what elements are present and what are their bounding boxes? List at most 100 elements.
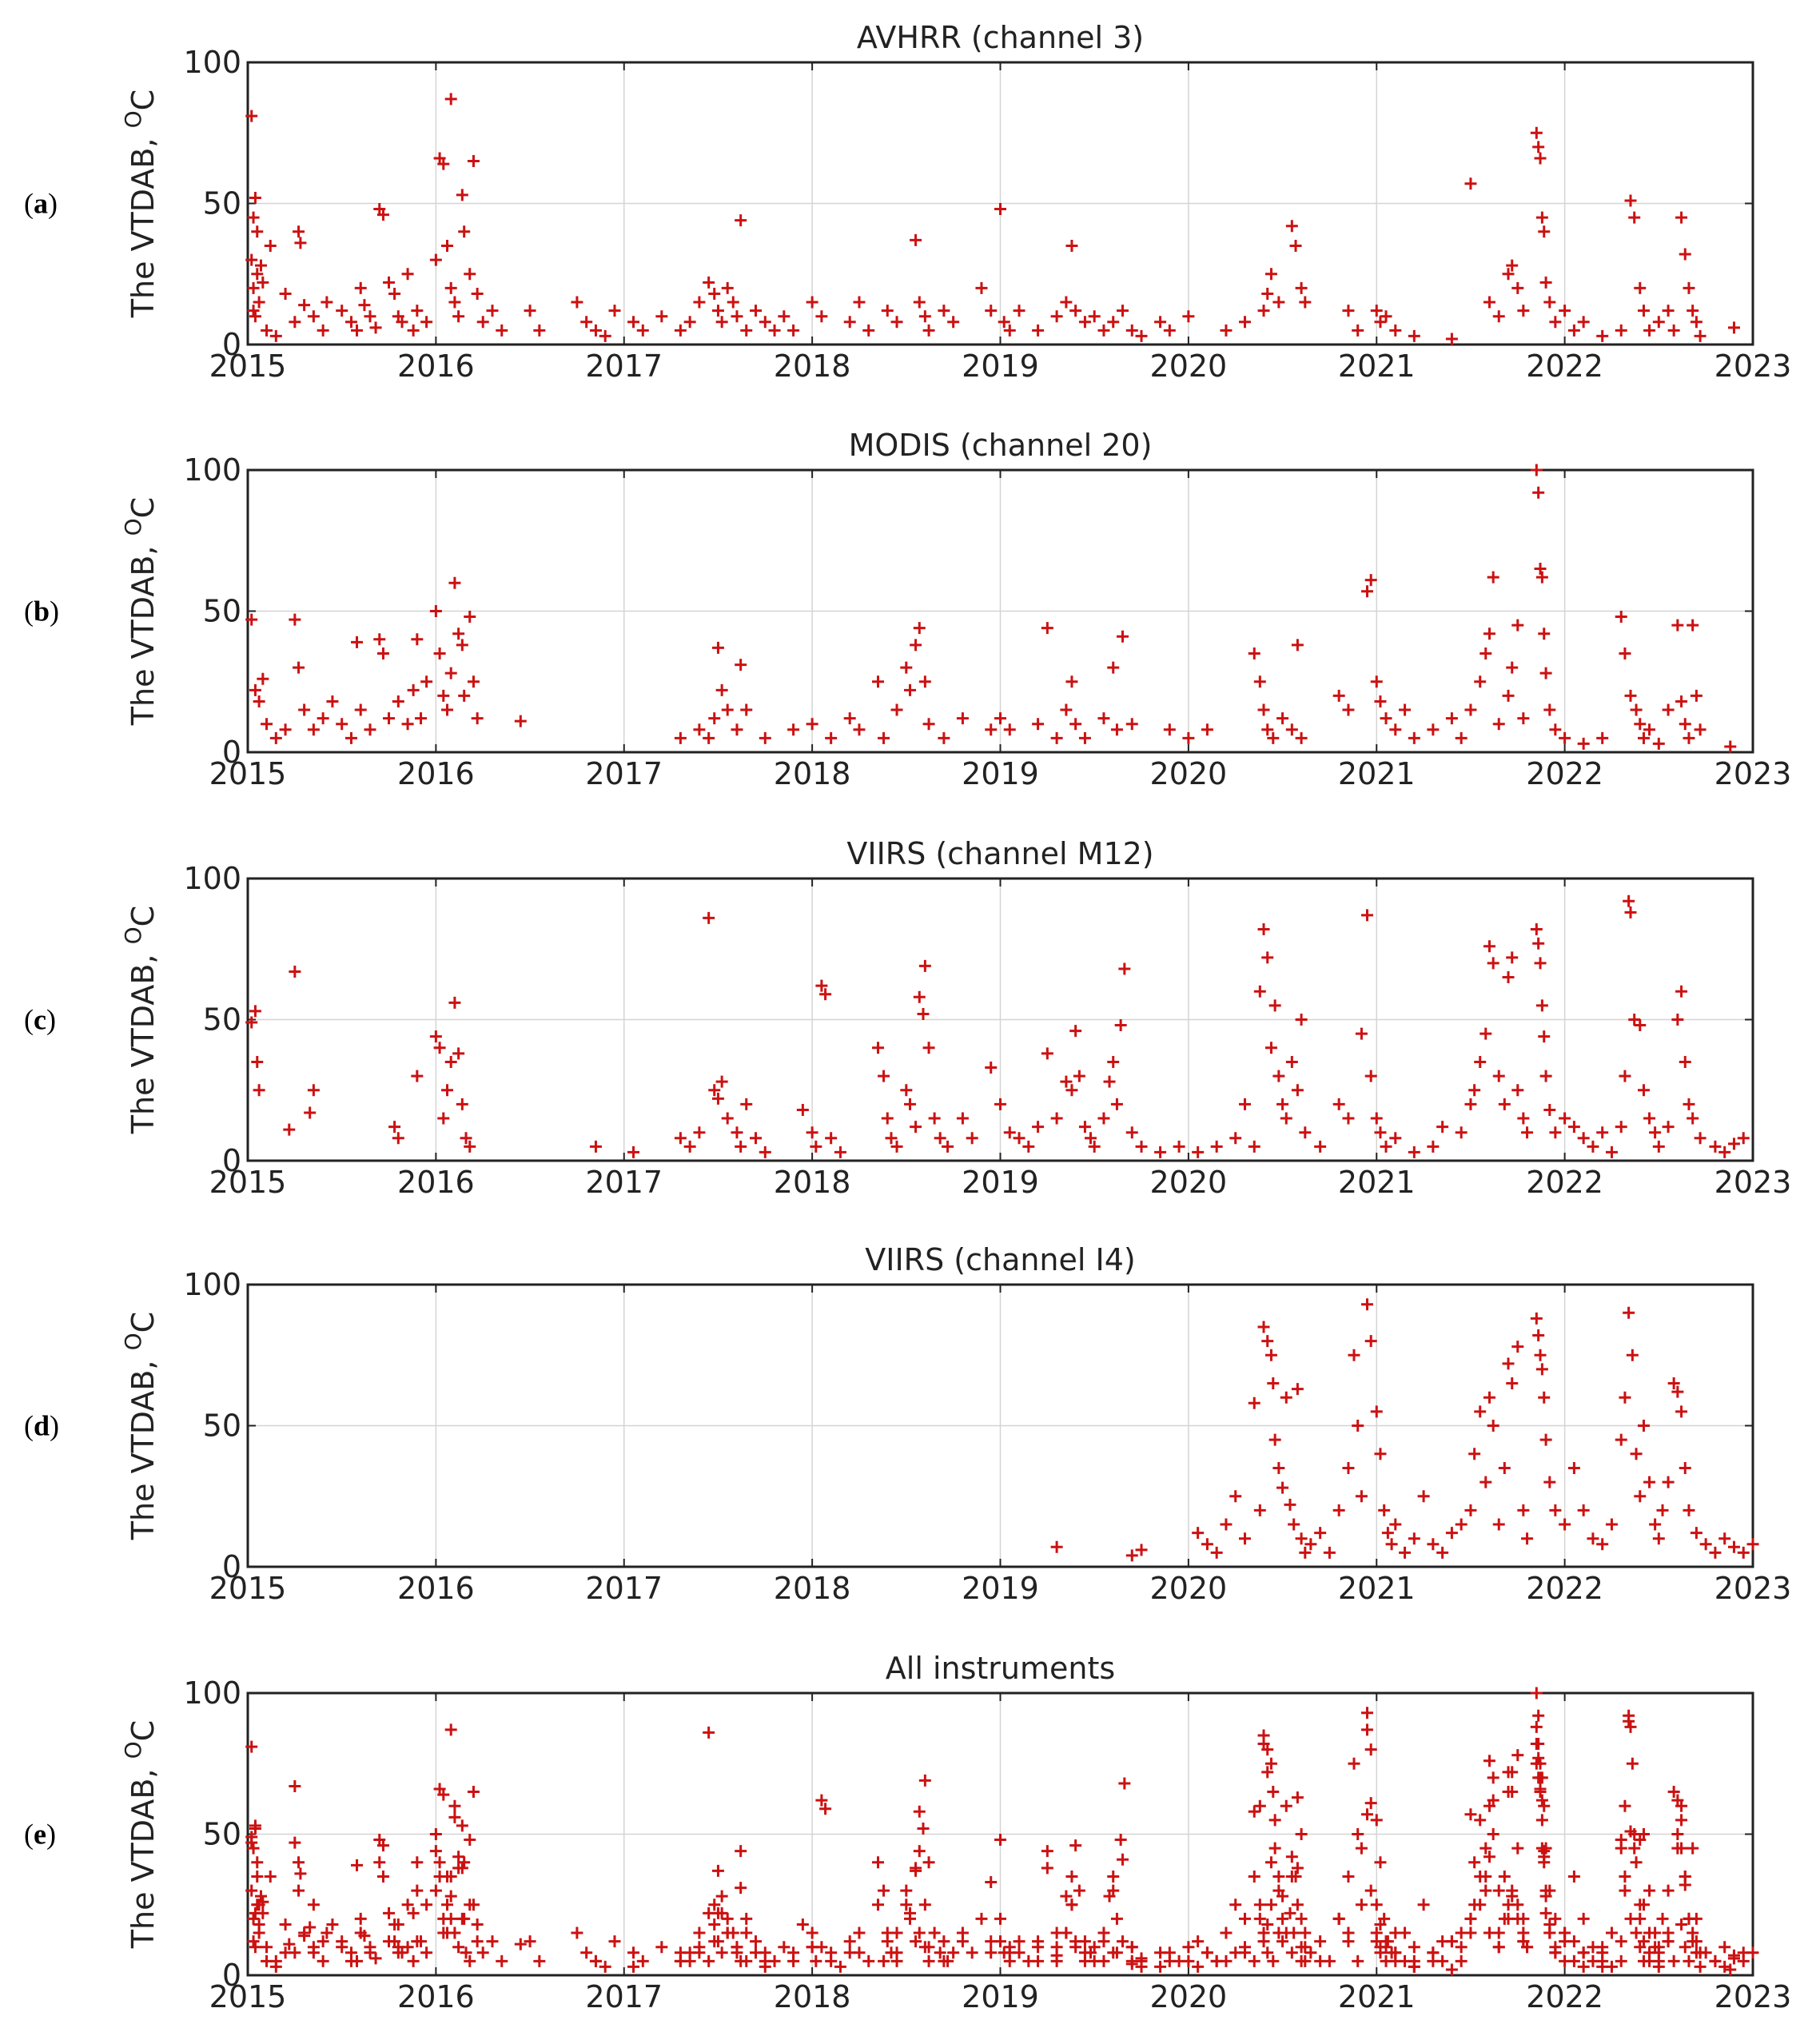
data-point: [1173, 1140, 1185, 1153]
data-point: [1385, 1538, 1398, 1551]
data-point: [1634, 1912, 1647, 1925]
y-axis-label: The VTDAB, OC: [120, 906, 161, 1134]
data-point: [1125, 1941, 1138, 1954]
data-point: [1073, 1884, 1085, 1897]
data-point: [693, 1941, 706, 1954]
data-point: [1521, 1126, 1534, 1139]
data-point: [1370, 1405, 1383, 1418]
data-point: [934, 1132, 946, 1145]
data-point: [806, 1926, 818, 1939]
data-point: [1532, 1738, 1545, 1751]
data-point: [444, 93, 457, 106]
data-point: [1116, 1853, 1129, 1866]
data-point: [1332, 1912, 1345, 1925]
data-point: [985, 723, 998, 736]
data-point: [885, 1946, 898, 1959]
data-point: [1267, 1954, 1280, 1967]
data-point: [1464, 177, 1477, 190]
data-point: [1746, 1538, 1759, 1551]
x-tick-label: 2015: [209, 1979, 287, 2014]
data-point: [444, 1890, 457, 1903]
data-point: [1003, 1126, 1016, 1139]
data-point: [1652, 737, 1665, 750]
data-point: [938, 1935, 950, 1948]
data-point: [289, 613, 301, 626]
data-points: [1050, 1298, 1759, 1562]
data-point: [1624, 1720, 1637, 1733]
data-point: [1737, 1546, 1750, 1559]
data-point: [985, 305, 998, 317]
data-point: [420, 316, 433, 329]
data-point: [1380, 1140, 1392, 1153]
data-point: [589, 1140, 602, 1153]
data-point: [1662, 703, 1675, 716]
data-point: [298, 1926, 311, 1939]
panel-label-open: (: [24, 1410, 34, 1442]
data-point: [834, 1960, 846, 1973]
data-point: [1675, 1405, 1688, 1418]
data-point: [1643, 324, 1656, 337]
data-point: [1671, 1794, 1684, 1807]
panel-title: All instruments: [886, 1651, 1115, 1686]
data-point: [1417, 1490, 1430, 1503]
data-point: [351, 1859, 364, 1871]
data-point: [1268, 999, 1281, 1012]
data-point: [1587, 1532, 1599, 1545]
data-point: [1694, 329, 1706, 342]
data-point: [1455, 1954, 1468, 1967]
data-point: [307, 310, 320, 323]
data-point: [1389, 1926, 1402, 1939]
data-point: [369, 321, 382, 334]
data-point: [448, 1811, 461, 1823]
data-point: [853, 723, 866, 736]
data-point: [759, 1960, 771, 1973]
data-point: [715, 1946, 728, 1959]
data-point: [1284, 1907, 1296, 1919]
panel-label-close: ): [46, 1819, 56, 1851]
data-point: [599, 329, 611, 342]
data-point: [1605, 1960, 1618, 1973]
data-point: [806, 718, 818, 731]
data-point: [1619, 1799, 1631, 1812]
data-point: [1559, 731, 1571, 744]
data-point: [1264, 1042, 1277, 1054]
data-point: [1229, 1899, 1242, 1911]
data-point: [1634, 1899, 1647, 1911]
data-point: [918, 1774, 931, 1787]
panel-label-open: (: [24, 1819, 34, 1851]
data-point: [1498, 1098, 1511, 1110]
data-point: [1364, 1335, 1377, 1348]
data-point: [249, 1005, 261, 1018]
data-point: [1615, 611, 1627, 624]
data-point: [1679, 1870, 1691, 1883]
data-point: [1284, 1498, 1296, 1511]
data-point: [693, 296, 706, 309]
data-point: [1342, 305, 1355, 317]
data-point: [1332, 1504, 1345, 1516]
x-tick-label: 2018: [774, 1165, 851, 1200]
x-tick-label: 2017: [585, 756, 663, 791]
panel-label-close: ): [46, 1004, 56, 1036]
data-point: [471, 1918, 484, 1930]
data-point: [1577, 1132, 1590, 1145]
x-tick-label: 2022: [1526, 349, 1603, 384]
data-point: [1285, 220, 1298, 233]
data-point: [415, 712, 428, 725]
data-point: [247, 1912, 260, 1925]
data-point: [1295, 1828, 1308, 1840]
data-point: [460, 1132, 472, 1145]
data-point: [1291, 1862, 1304, 1875]
y-tick-label: 0: [222, 1549, 241, 1584]
data-point: [918, 310, 931, 323]
data-point: [1492, 1941, 1505, 1954]
data-point: [806, 296, 818, 309]
y-tick-label: 100: [183, 861, 241, 896]
x-tick-label: 2020: [1150, 1979, 1228, 2014]
data-point: [878, 1884, 890, 1897]
data-point: [471, 1935, 484, 1948]
data-point: [1596, 1946, 1609, 1959]
data-point: [1355, 1027, 1368, 1040]
data-point: [1535, 1794, 1548, 1807]
data-point: [1264, 268, 1277, 281]
data-point: [524, 1935, 536, 1948]
